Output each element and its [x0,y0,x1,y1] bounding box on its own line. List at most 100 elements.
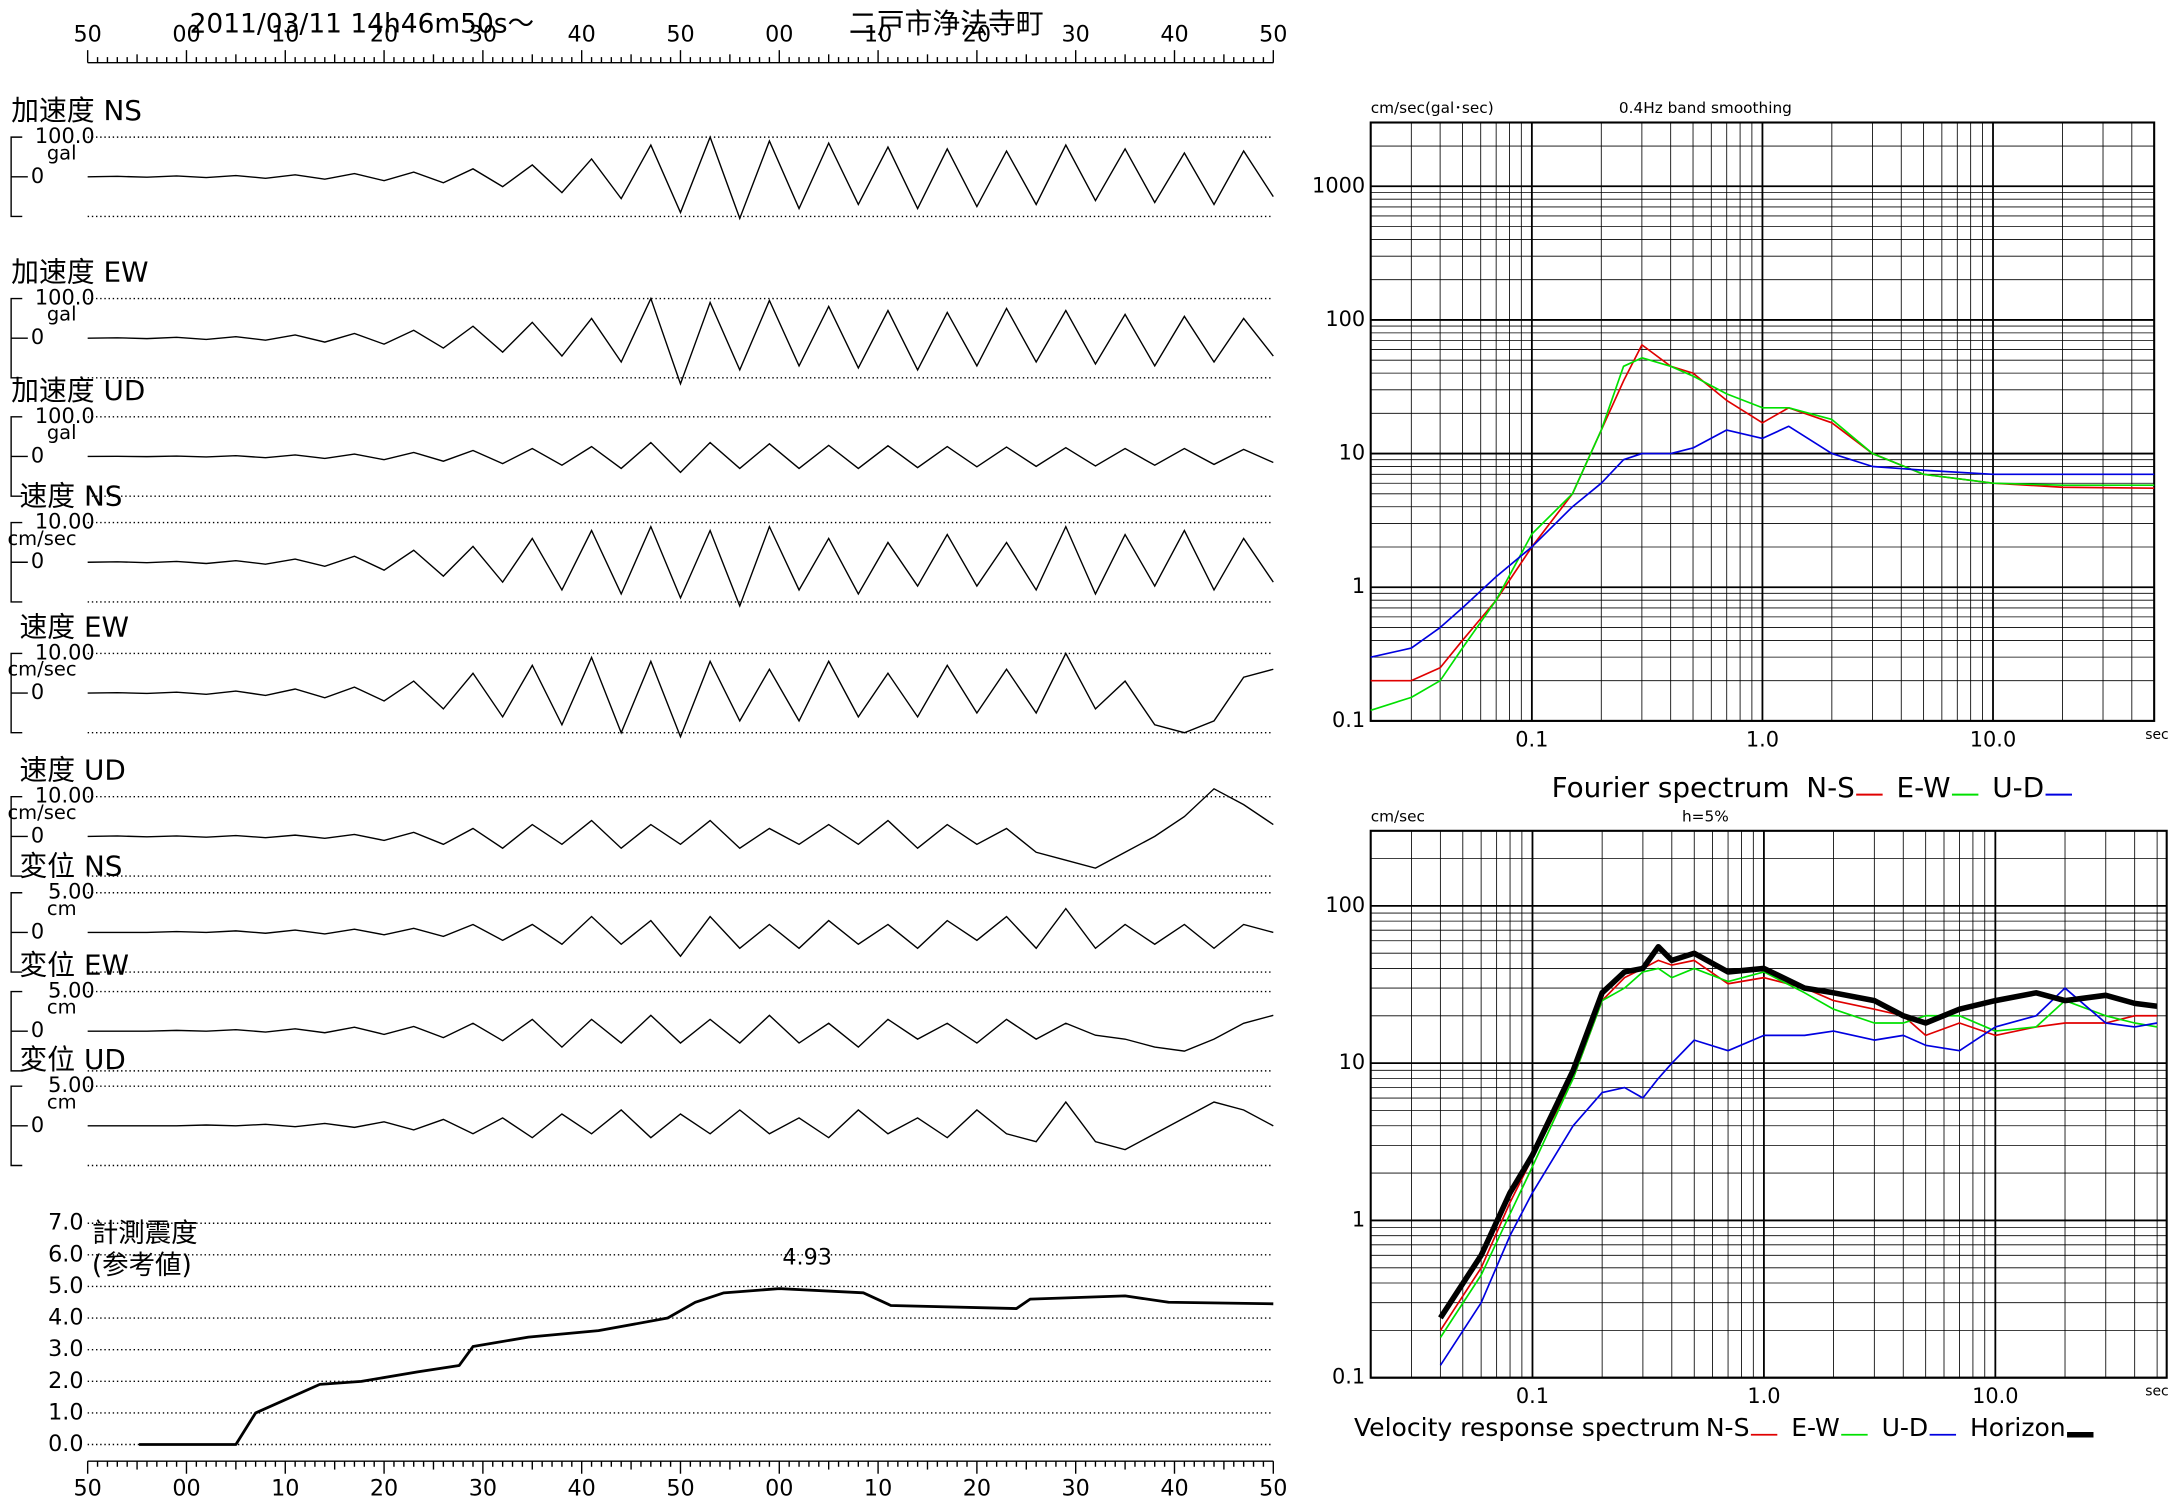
panel-bracket [10,990,28,1072]
y-tick-label: 0 [31,443,44,467]
data-line [1370,356,2155,712]
waveform-trace [87,1014,1274,1052]
x-tick-label: 30 [469,1476,497,1502]
x-tick-label: 40 [1160,21,1188,47]
x-tick-label: 10 [271,1476,299,1502]
panel-label: 速度 EW [19,610,129,643]
y-tick-label: 0.1 [1332,708,1365,732]
legend-label: U-D [1882,1413,1929,1442]
x-label: sec [2145,727,2168,743]
legend-label: Horizon [1970,1413,2066,1442]
y-tick-label: 100.0 [35,286,95,310]
record-time: 2011/03/11 14h46m50s〜 [190,9,534,40]
y-unit: cm/sec [7,658,76,681]
panel-bracket [10,297,28,379]
data-line [1438,943,2158,1320]
y-tick-label: 100.0 [35,404,95,428]
panel-bracket [10,892,28,973]
x-tick-label: 40 [568,1476,596,1502]
y-tick-label: 1 [1352,574,1365,598]
y-unit: cm/sec [7,527,76,550]
panel-bracket [10,1085,28,1167]
panel-label: 変位 EW [19,948,129,981]
y-tick-label: 6.0 [48,1241,83,1267]
panel-bracket [10,521,28,603]
waveform-trace [87,907,1274,958]
x-tick-label: 0.1 [1516,1384,1549,1408]
legend-label: E-W [1791,1413,1840,1442]
x-tick-label: 50 [74,1476,102,1502]
legend-title: Fourier spectrum [1552,771,1790,804]
x-tick-label: 10 [271,21,299,47]
x-tick-label: 10 [864,21,892,47]
y-tick-label: 100 [1325,307,1365,331]
y-tick-label: 1 [1352,1207,1365,1231]
y-unit: cm [47,996,77,1019]
y-tick-label: 7.0 [48,1210,83,1236]
x-tick-label: 30 [469,21,497,47]
data-line [139,1287,1274,1446]
legend-title: Velocity response spectrum [1354,1413,1700,1442]
peak-annotation: 4.93 [782,1245,832,1271]
y-unit: cm/sec [7,801,76,824]
waveform-trace [87,524,1274,608]
y-tick-label: 0 [31,549,44,573]
y-tick-label: 0 [31,1018,44,1042]
y-tick-label: 0.1 [1332,1365,1365,1389]
panel-bracket [10,416,28,497]
station-name: 二戸市浄法寺町 [849,7,1044,40]
subtitle: h=5% [1682,807,1729,825]
panel-label: 加速度 EW [11,255,148,288]
panel-label: 速度 UD [19,754,125,787]
y-tick-label: 10 [1339,1050,1366,1074]
x-tick-label: 10 [864,1476,892,1502]
waveform-trace [87,135,1274,221]
y-tick-label: 5.00 [48,1073,94,1097]
panel-label: 加速度 UD [11,374,145,407]
x-tick-label: 00 [765,21,793,47]
panel-label: 加速度 NS [11,94,142,127]
data-line [1439,967,2158,1338]
x-tick-label: 20 [963,21,991,47]
x-tick-label: 10.0 [1972,1384,2018,1408]
x-tick-label: 1.0 [1747,1384,1780,1408]
y-tick-label: 100.0 [35,124,95,148]
y-tick-label: 10.00 [35,640,95,664]
y-unit: cm [47,897,77,920]
data-line [1370,425,2155,658]
x-tick-label: 50 [1259,21,1287,47]
y-tick-label: 1.0 [48,1399,83,1425]
x-tick-label: 00 [172,1476,200,1502]
y-tick-label: 5.00 [48,979,94,1003]
y-tick-label: 2.0 [48,1368,83,1394]
legend-label: N-S [1706,1413,1750,1442]
x-tick-label: 50 [666,21,694,47]
x-tick-label: 40 [1160,1476,1188,1502]
y-tick-label: 5.00 [48,880,94,904]
y-tick-label: 10 [1339,441,1366,465]
panel-bracket [10,652,28,734]
subtitle: 0.4Hz band smoothing [1619,99,1792,117]
panel-bracket [10,796,28,877]
x-tick-label: 00 [765,1476,793,1502]
data-line [1439,987,2158,1366]
x-label: sec [2145,1384,2168,1400]
legend-label: U-D [1992,771,2044,804]
y-tick-label: 4.0 [48,1305,83,1331]
panel-bracket [10,136,28,218]
y-tick-label: 10.00 [35,510,95,534]
y-tick-label: 10.00 [35,784,95,808]
x-tick-label: 30 [1062,1476,1090,1502]
waveform-trace [87,787,1274,869]
legend-label: N-S [1806,771,1855,804]
x-tick-label: 50 [1259,1476,1287,1502]
x-tick-label: 50 [74,21,102,47]
y-label: cm/sec [1371,807,1425,825]
waveform-trace [87,1100,1274,1151]
y-tick-label: 0 [31,325,44,349]
x-tick-label: 00 [172,21,200,47]
x-tick-label: 10.0 [1970,727,2016,751]
x-tick-label: 50 [666,1476,694,1502]
